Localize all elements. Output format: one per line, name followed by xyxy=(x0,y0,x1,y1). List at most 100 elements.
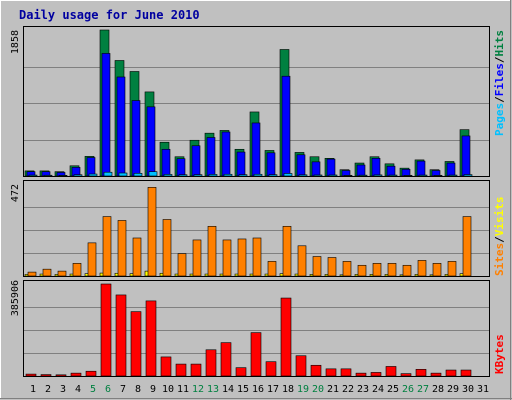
bar-sites xyxy=(87,242,97,277)
bar-files xyxy=(326,158,336,177)
x-tick-label: 9 xyxy=(150,384,156,395)
legend-sep: / xyxy=(493,56,506,63)
bar-pages xyxy=(328,174,338,177)
bar-kbytes xyxy=(250,332,262,377)
bar-pages xyxy=(118,172,128,177)
bar-sites xyxy=(462,216,472,277)
bar-pages xyxy=(343,174,353,177)
bar-kbytes xyxy=(280,297,292,377)
bar-kbytes xyxy=(400,373,412,377)
bar-pages xyxy=(313,174,323,177)
bar-sites xyxy=(387,263,397,277)
bar-sites xyxy=(282,225,292,277)
bar-kbytes xyxy=(55,374,67,377)
bar-pages xyxy=(88,173,98,177)
bar-sites xyxy=(432,263,442,277)
legend-kbytes-label: KBytes xyxy=(493,334,506,374)
bar-files xyxy=(416,160,426,177)
bar-files xyxy=(161,148,171,177)
bar-pages xyxy=(418,174,428,177)
x-tick-label: 24 xyxy=(372,384,384,395)
bar-kbytes xyxy=(355,372,367,377)
bar-pages xyxy=(133,173,143,177)
panel-frame-kbytes xyxy=(23,280,490,377)
bar-kbytes xyxy=(25,373,37,377)
bar-kbytes xyxy=(115,294,127,377)
ymax-label-visits: 472 xyxy=(10,184,21,202)
bar-kbytes xyxy=(325,368,337,377)
x-tick-label: 23 xyxy=(357,384,369,395)
bar-pages xyxy=(373,174,383,177)
bar-files xyxy=(221,131,231,177)
bar-pages xyxy=(403,174,413,177)
bar-kbytes xyxy=(265,361,277,377)
x-tick-label: 7 xyxy=(120,384,126,395)
bar-sites xyxy=(102,216,112,277)
bar-sites xyxy=(312,256,322,277)
bar-kbytes xyxy=(175,363,187,377)
bar-kbytes xyxy=(160,356,172,377)
x-axis-ticks: 1 2 3 4 5 6 7 8 9 10 11 12 13 14 15 16 17 18 19 20 21 22 23 24 2… xyxy=(30,384,489,395)
bar-files xyxy=(296,154,306,177)
x-tick-label: 30 xyxy=(462,384,474,395)
bar-kbytes xyxy=(70,372,82,377)
bar-sites xyxy=(207,225,217,277)
bar-pages xyxy=(283,173,293,177)
bar-sites xyxy=(252,237,262,277)
bar-kbytes xyxy=(130,311,142,377)
legend-sep: / xyxy=(493,96,506,103)
x-tick-label: 20 xyxy=(312,384,324,395)
legend-sites: Sites xyxy=(493,243,506,276)
x-tick-label: 5 xyxy=(90,384,96,395)
bar-sites xyxy=(447,261,457,277)
bar-kbytes xyxy=(100,283,112,377)
x-tick-label: 10 xyxy=(162,384,174,395)
legend-visits: Visits xyxy=(493,197,506,237)
x-tick-label: 3 xyxy=(60,384,66,395)
x-tick-label: 16 xyxy=(252,384,264,395)
bar-files xyxy=(386,165,396,177)
bar-kbytes xyxy=(145,300,157,377)
bar-files xyxy=(206,137,216,177)
bar-files xyxy=(86,157,96,177)
bar-sites xyxy=(327,257,337,277)
bar-files xyxy=(116,76,126,177)
bar-sites xyxy=(147,187,157,277)
bar-kbytes xyxy=(460,369,472,377)
bar-sites xyxy=(237,238,247,277)
bar-sites xyxy=(42,268,52,277)
bar-pages xyxy=(448,174,458,177)
bar-pages xyxy=(388,174,398,177)
legend-hits-files-pages: Pages/Files/Hits xyxy=(493,30,506,136)
legend-sep: / xyxy=(493,236,506,243)
bar-files xyxy=(101,53,111,177)
bar-pages xyxy=(298,174,308,177)
bar-pages xyxy=(358,174,368,177)
bar-pages xyxy=(433,174,443,177)
bar-pages xyxy=(193,174,203,177)
x-tick-label: 27 xyxy=(417,384,429,395)
x-tick-label: 29 xyxy=(447,384,459,395)
bar-kbytes xyxy=(235,367,247,377)
bar-sites xyxy=(132,237,142,277)
bar-files xyxy=(146,106,156,177)
bar-pages xyxy=(43,174,53,177)
bar-sites xyxy=(192,239,202,277)
x-tick-label: 4 xyxy=(75,384,81,395)
bar-sites xyxy=(27,271,37,277)
bar-sites xyxy=(72,263,82,277)
bar-files xyxy=(311,161,321,177)
bar-kbytes xyxy=(190,363,202,377)
x-tick-label: 8 xyxy=(135,384,141,395)
bar-pages xyxy=(103,171,113,177)
legend-visits-sites: Sites/Visits xyxy=(493,197,506,277)
bar-pages xyxy=(73,174,83,177)
bar-pages xyxy=(148,171,158,177)
x-tick-label: 17 xyxy=(267,384,279,395)
bar-kbytes xyxy=(220,342,232,377)
bar-files xyxy=(236,151,246,177)
bar-files xyxy=(446,162,456,177)
bars xyxy=(24,29,473,377)
x-tick-label: 2 xyxy=(45,384,51,395)
x-tick-label: 26 xyxy=(402,384,414,395)
